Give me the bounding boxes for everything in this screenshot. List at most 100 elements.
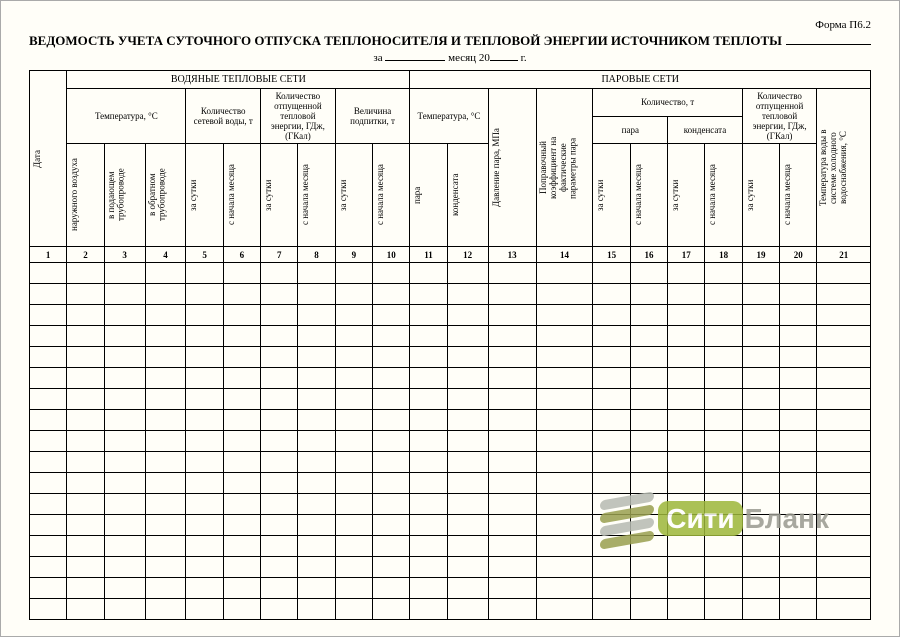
data-cell	[488, 494, 536, 515]
data-cell	[780, 452, 817, 473]
data-cell	[705, 452, 742, 473]
data-cell	[373, 599, 410, 620]
h-col12: конденсата	[447, 144, 488, 247]
data-cell	[593, 347, 630, 368]
data-cell	[488, 389, 536, 410]
data-cell	[186, 494, 223, 515]
data-cell	[668, 410, 705, 431]
table-row	[30, 431, 871, 452]
data-cell	[668, 473, 705, 494]
h-col5: за сутки	[186, 144, 223, 247]
col-num-cell: 17	[668, 247, 705, 263]
data-cell	[668, 452, 705, 473]
data-cell	[104, 431, 145, 452]
col-num-cell: 19	[742, 247, 779, 263]
data-cell	[780, 599, 817, 620]
data-cell	[817, 515, 871, 536]
h-col4: в обратном трубопроводе	[145, 144, 186, 247]
data-cell	[104, 578, 145, 599]
data-cell	[373, 326, 410, 347]
data-cell	[817, 536, 871, 557]
data-cell	[30, 473, 67, 494]
col-num-cell: 12	[447, 247, 488, 263]
data-cell	[593, 431, 630, 452]
data-cell	[488, 347, 536, 368]
data-cell	[705, 515, 742, 536]
data-cell	[373, 305, 410, 326]
data-cell	[780, 305, 817, 326]
data-cell	[536, 263, 593, 284]
h-steam-qty: Количество, т	[593, 89, 742, 117]
data-cell	[817, 368, 871, 389]
data-cell	[447, 599, 488, 620]
data-cell	[104, 305, 145, 326]
data-cell	[488, 305, 536, 326]
data-cell	[817, 305, 871, 326]
data-cell	[223, 536, 260, 557]
col-num-cell: 4	[145, 247, 186, 263]
data-cell	[630, 305, 667, 326]
data-cell	[817, 263, 871, 284]
period-line: за месяц 20 г.	[29, 51, 871, 64]
data-cell	[186, 599, 223, 620]
table-row	[30, 515, 871, 536]
data-cell	[298, 389, 335, 410]
data-cell	[488, 557, 536, 578]
label-g: г.	[521, 52, 527, 64]
data-cell	[186, 473, 223, 494]
data-cell	[145, 578, 186, 599]
data-cell	[668, 284, 705, 305]
data-cell	[536, 515, 593, 536]
data-cell	[536, 305, 593, 326]
data-cell	[186, 326, 223, 347]
data-cell	[742, 347, 779, 368]
data-cell	[780, 494, 817, 515]
data-cell	[104, 410, 145, 431]
col-num-cell: 11	[410, 247, 447, 263]
data-cell	[742, 326, 779, 347]
data-cell	[335, 305, 372, 326]
data-cell	[593, 263, 630, 284]
h-date: Дата	[30, 71, 67, 247]
data-cell	[780, 515, 817, 536]
data-cell	[104, 599, 145, 620]
h-col10: с начала месяца	[373, 144, 410, 247]
data-cell	[373, 536, 410, 557]
data-cell	[742, 494, 779, 515]
data-cell	[373, 515, 410, 536]
data-cell	[335, 473, 372, 494]
data-cell	[261, 263, 298, 284]
data-cell	[488, 284, 536, 305]
data-cell	[488, 326, 536, 347]
data-cell	[186, 347, 223, 368]
data-cell	[410, 599, 447, 620]
data-cell	[780, 347, 817, 368]
data-cell	[630, 263, 667, 284]
data-cell	[630, 368, 667, 389]
h-col20: с начала месяца	[780, 144, 817, 247]
data-cell	[447, 389, 488, 410]
data-cell	[145, 599, 186, 620]
data-cell	[536, 389, 593, 410]
data-cell	[447, 263, 488, 284]
data-cell	[186, 515, 223, 536]
h-section-steam: ПАРОВЫЕ СЕТИ	[410, 71, 871, 89]
h-cold-temp: Температура воды в системе холодного вод…	[817, 89, 871, 247]
data-cell	[145, 515, 186, 536]
data-cell	[261, 473, 298, 494]
data-cell	[817, 452, 871, 473]
data-cell	[705, 536, 742, 557]
data-cell	[261, 368, 298, 389]
data-cell	[780, 284, 817, 305]
table-row	[30, 347, 871, 368]
data-cell	[261, 410, 298, 431]
data-cell	[705, 599, 742, 620]
data-cell	[705, 305, 742, 326]
data-cell	[410, 347, 447, 368]
data-cell	[145, 557, 186, 578]
data-cell	[67, 347, 104, 368]
table-row	[30, 557, 871, 578]
data-cell	[298, 368, 335, 389]
data-cell	[373, 389, 410, 410]
data-cell	[447, 473, 488, 494]
